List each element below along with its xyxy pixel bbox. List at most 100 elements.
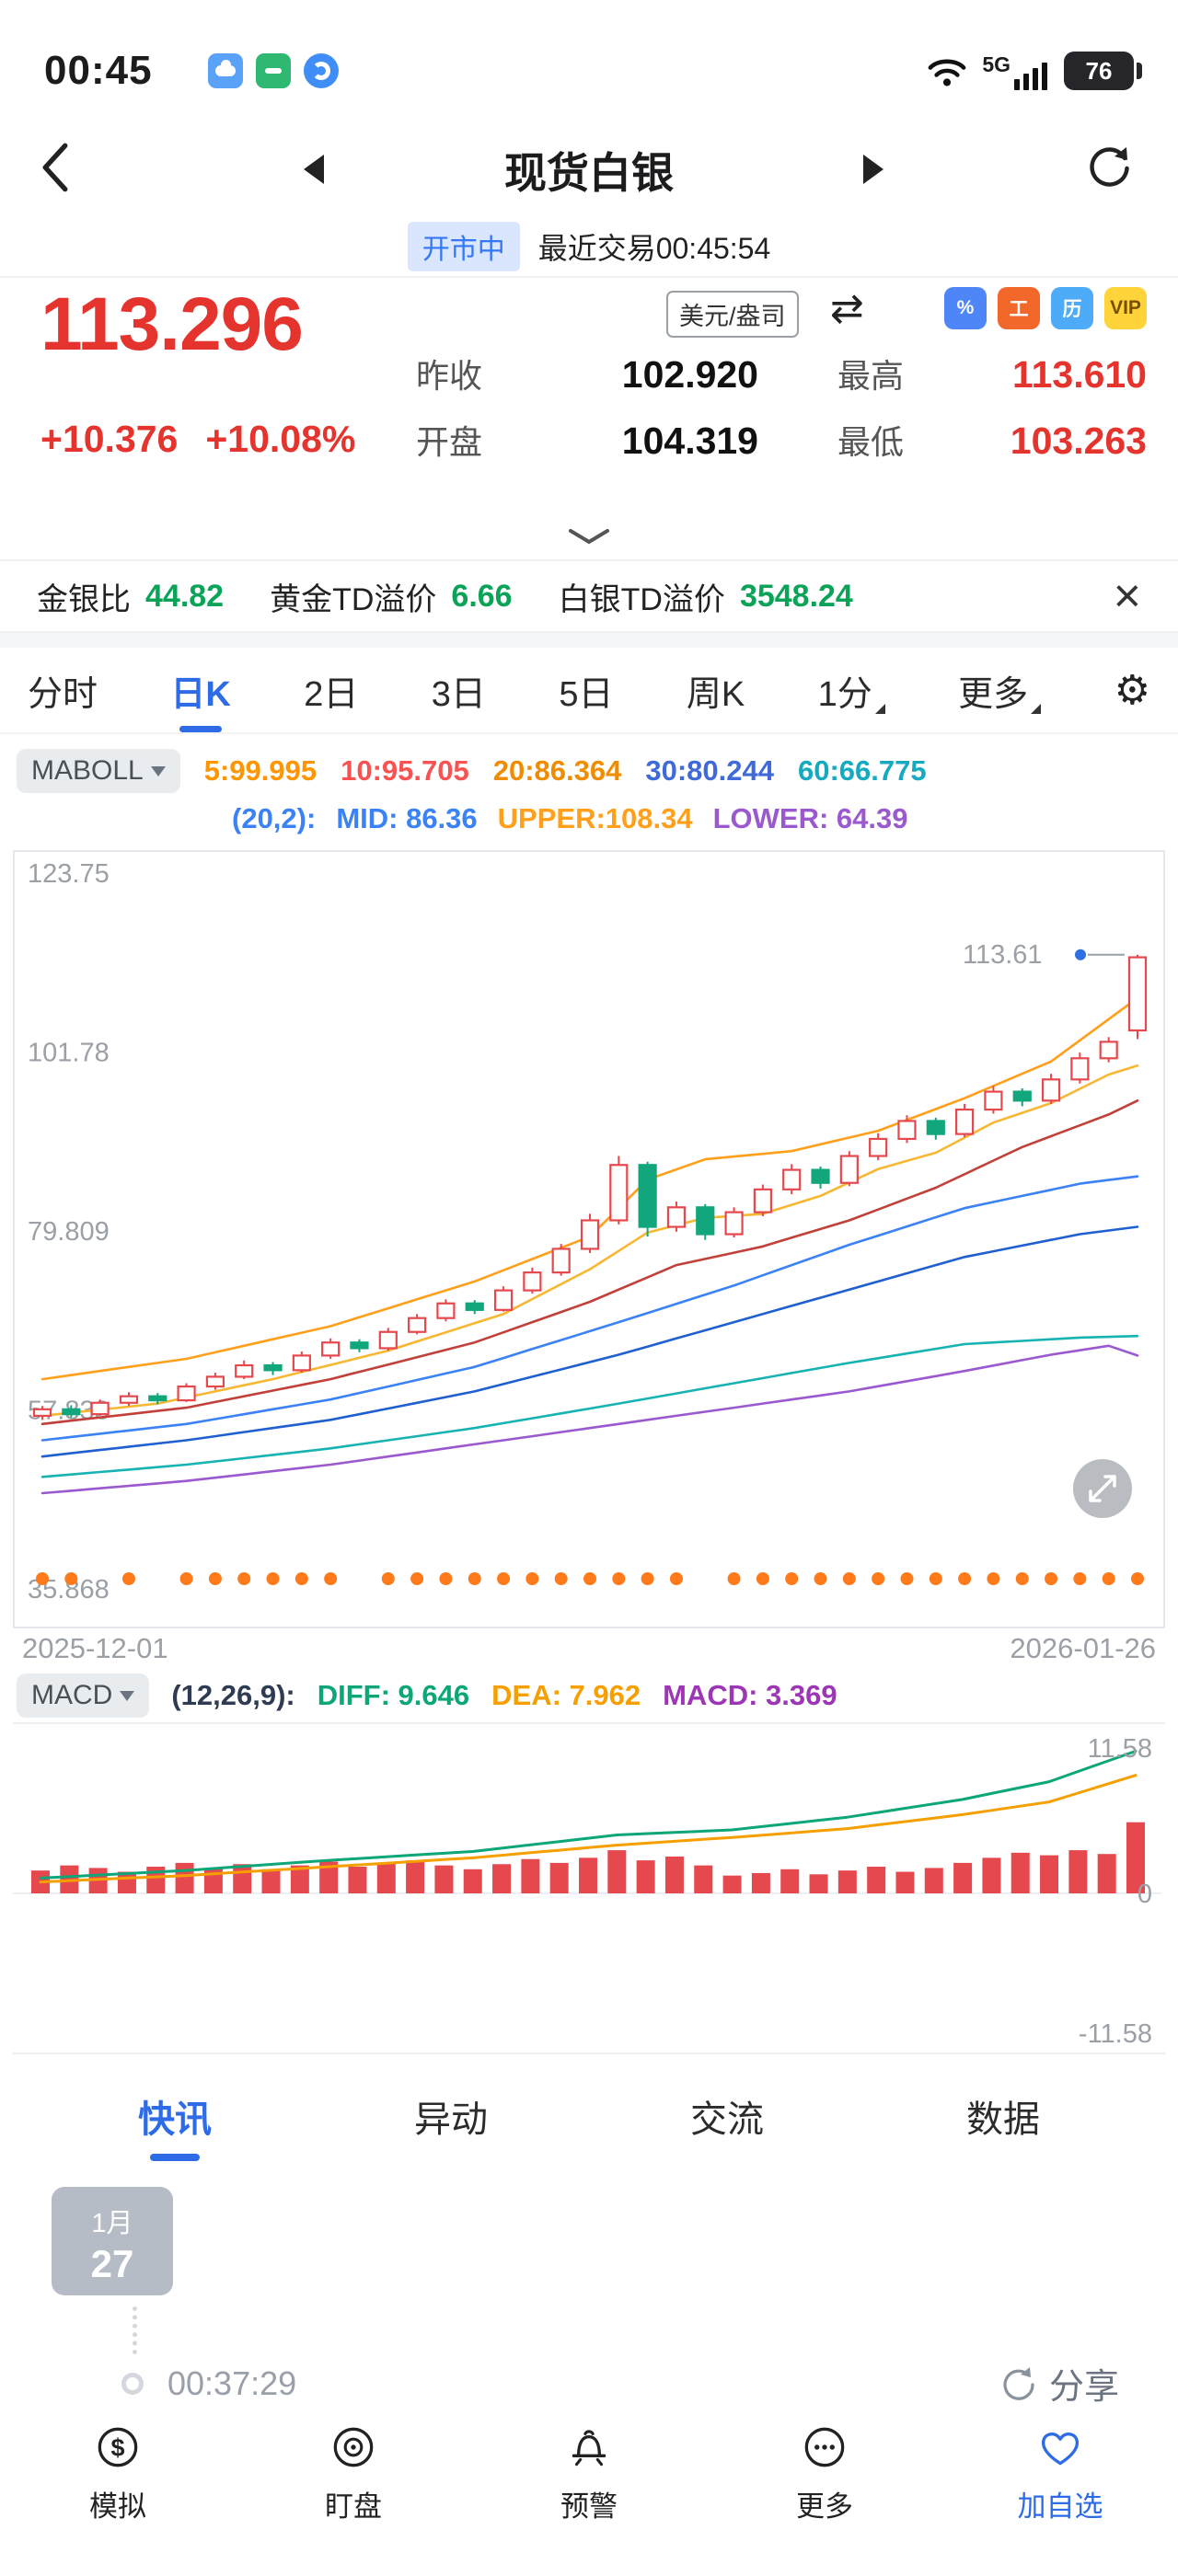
prev-instrument-icon[interactable] (304, 155, 324, 184)
svg-text:113.61: 113.61 (963, 940, 1043, 970)
bottom-nav-bar: $ 模拟 盯盘 预警 (0, 2406, 1178, 2576)
next-instrument-icon[interactable] (863, 155, 884, 184)
tab-3day[interactable]: 3日 (431, 674, 486, 714)
cellular-signal-icon: 5G (982, 52, 1049, 90)
tab-5day[interactable]: 5日 (559, 674, 614, 714)
tab-2day[interactable]: 2日 (304, 674, 359, 714)
tool-icon[interactable]: 工 (998, 287, 1040, 329)
nav-simulate[interactable]: $ 模拟 (0, 2421, 236, 2576)
svg-text:123.75: 123.75 (28, 859, 110, 889)
network-type: 5G (982, 52, 1011, 76)
calendar-icon[interactable]: 历 (1051, 287, 1093, 329)
clock: 00:45 (44, 48, 153, 93)
macd-dea: DEA: 7.962 (491, 1679, 641, 1711)
ticker-value: 44.82 (145, 578, 225, 614)
tab-more-periods[interactable]: 更多 (958, 665, 1042, 716)
divider (0, 276, 1178, 278)
unit-selector[interactable]: 美元/盎司 (666, 291, 799, 338)
collapse-quote[interactable] (0, 515, 1178, 559)
indicator-selector[interactable]: MABOLL (17, 749, 180, 793)
boll-legend-row: (20,2): MID: 86.36 UPPER:108.34 LOWER: 6… (0, 797, 1178, 846)
tab-timeline[interactable]: 分时 (28, 674, 98, 714)
nav-alerts[interactable]: 预警 (471, 2421, 707, 2576)
swap-icon[interactable]: ⇄ (830, 285, 864, 332)
macd-chart[interactable]: 11.58 0 -11.58 (13, 1722, 1165, 2054)
more-dots-icon (804, 2427, 845, 2467)
badge-month: 1月 (91, 2209, 133, 2238)
tab-weekly-k[interactable]: 周K (686, 674, 745, 714)
ticker-value: 6.66 (451, 578, 513, 614)
macd-diff: DIFF: 9.646 (317, 1679, 470, 1711)
gear-icon[interactable]: ⚙ (1114, 666, 1150, 714)
quick-tools: % 工 历 VIP (944, 287, 1147, 329)
tab-movements[interactable]: 异动 (414, 2099, 488, 2140)
cloud-app-icon (207, 53, 243, 88)
nav-more[interactable]: 更多 (707, 2421, 942, 2576)
refresh-icon[interactable] (1084, 140, 1136, 191)
chevron-down-icon (569, 529, 609, 545)
low-value: 103.263 (1010, 420, 1147, 462)
expand-chart-button[interactable] (1073, 1459, 1132, 1518)
expand-icon (1089, 1475, 1116, 1502)
ticker-label: 白银TD溢价 (558, 581, 725, 617)
high-value: 113.610 (1012, 353, 1147, 396)
vip-icon[interactable]: VIP (1104, 287, 1147, 329)
back-icon[interactable] (37, 142, 74, 193)
tab-daily-k[interactable]: 日K (170, 665, 230, 716)
monitor-icon (333, 2427, 374, 2467)
date-badge: 1月 27 (52, 2187, 173, 2295)
news-feed: 1月 27 00:37:29 分享 (0, 2156, 1178, 2409)
badge-day: 27 (90, 2242, 134, 2285)
macd-value: MACD: 3.369 (663, 1679, 837, 1711)
start-date: 2025-12-01 (22, 1632, 168, 1664)
prev-close-value: 102.920 (621, 353, 758, 396)
title-bar: 现货白银 (0, 118, 1178, 217)
heart-icon (1041, 2432, 1080, 2466)
tab-1min[interactable]: 1分 (818, 665, 885, 716)
dollar-icon: $ (98, 2427, 138, 2467)
tab-data[interactable]: 数据 (966, 2099, 1040, 2140)
boll-upper: UPPER:108.34 (497, 802, 693, 834)
caret-icon (874, 703, 885, 714)
ticker-label: 金银比 (37, 581, 131, 617)
svg-text:101.78: 101.78 (28, 1038, 110, 1067)
calc-icon[interactable]: % (944, 287, 987, 329)
last-price: 113.296 (40, 282, 304, 366)
nav-watch-market[interactable]: 盯盘 (236, 2421, 471, 2576)
tab-news-flash[interactable]: 快讯 (138, 2089, 212, 2143)
notification-icons (207, 53, 339, 88)
ma60-legend: 60:66.775 (797, 754, 927, 787)
open-value: 104.319 (621, 420, 758, 462)
green-app-icon (255, 53, 291, 88)
caret-icon (1031, 703, 1042, 714)
macd-selector[interactable]: MACD (17, 1673, 150, 1718)
close-icon[interactable]: × (1113, 569, 1141, 623)
x-axis-dates: 2025-12-01 2026-01-26 (0, 1628, 1178, 1669)
last-trade-time: 最近交易00:45:54 (537, 232, 771, 265)
boll-lower: LOWER: 64.39 (712, 802, 908, 834)
dropdown-caret-icon (120, 1690, 135, 1701)
ma10-legend: 10:95.705 (341, 754, 469, 787)
ticker-label: 黄金TD溢价 (270, 581, 437, 617)
nav-add-watchlist[interactable]: 加自选 (942, 2421, 1178, 2576)
svg-text:-11.58: -11.58 (1079, 2019, 1152, 2048)
macd-params: (12,26,9): (171, 1679, 295, 1711)
tab-community[interactable]: 交流 (690, 2099, 764, 2140)
price-change: +10.376 +10.08% (40, 418, 355, 461)
content-tab-bar: 快讯 异动 交流 数据 (0, 2076, 1178, 2156)
quote-panel: 113.296 +10.376 +10.08% 美元/盎司 ⇄ % 工 历 VI… (0, 278, 1178, 515)
battery-icon: 76 (1064, 52, 1142, 90)
news-item: 00:37:29 分享 (52, 2358, 1178, 2409)
share-button[interactable]: 分享 (999, 2358, 1119, 2409)
end-date: 2026-01-26 (1010, 1632, 1156, 1664)
boll-mid: MID: 86.36 (336, 802, 478, 834)
ma30-legend: 30:80.244 (645, 754, 774, 787)
news-timestamp: 00:37:29 (167, 2363, 297, 2402)
timeline-node (121, 2372, 144, 2395)
macd-legend-row: MACD (12,26,9): DIFF: 9.646 DEA: 7.962 M… (0, 1669, 1178, 1722)
market-status-row: 开市中 最近交易00:45:54 (0, 217, 1178, 276)
prev-close-label: 昨收 (416, 357, 483, 395)
page-title: 现货白银 (504, 149, 674, 197)
